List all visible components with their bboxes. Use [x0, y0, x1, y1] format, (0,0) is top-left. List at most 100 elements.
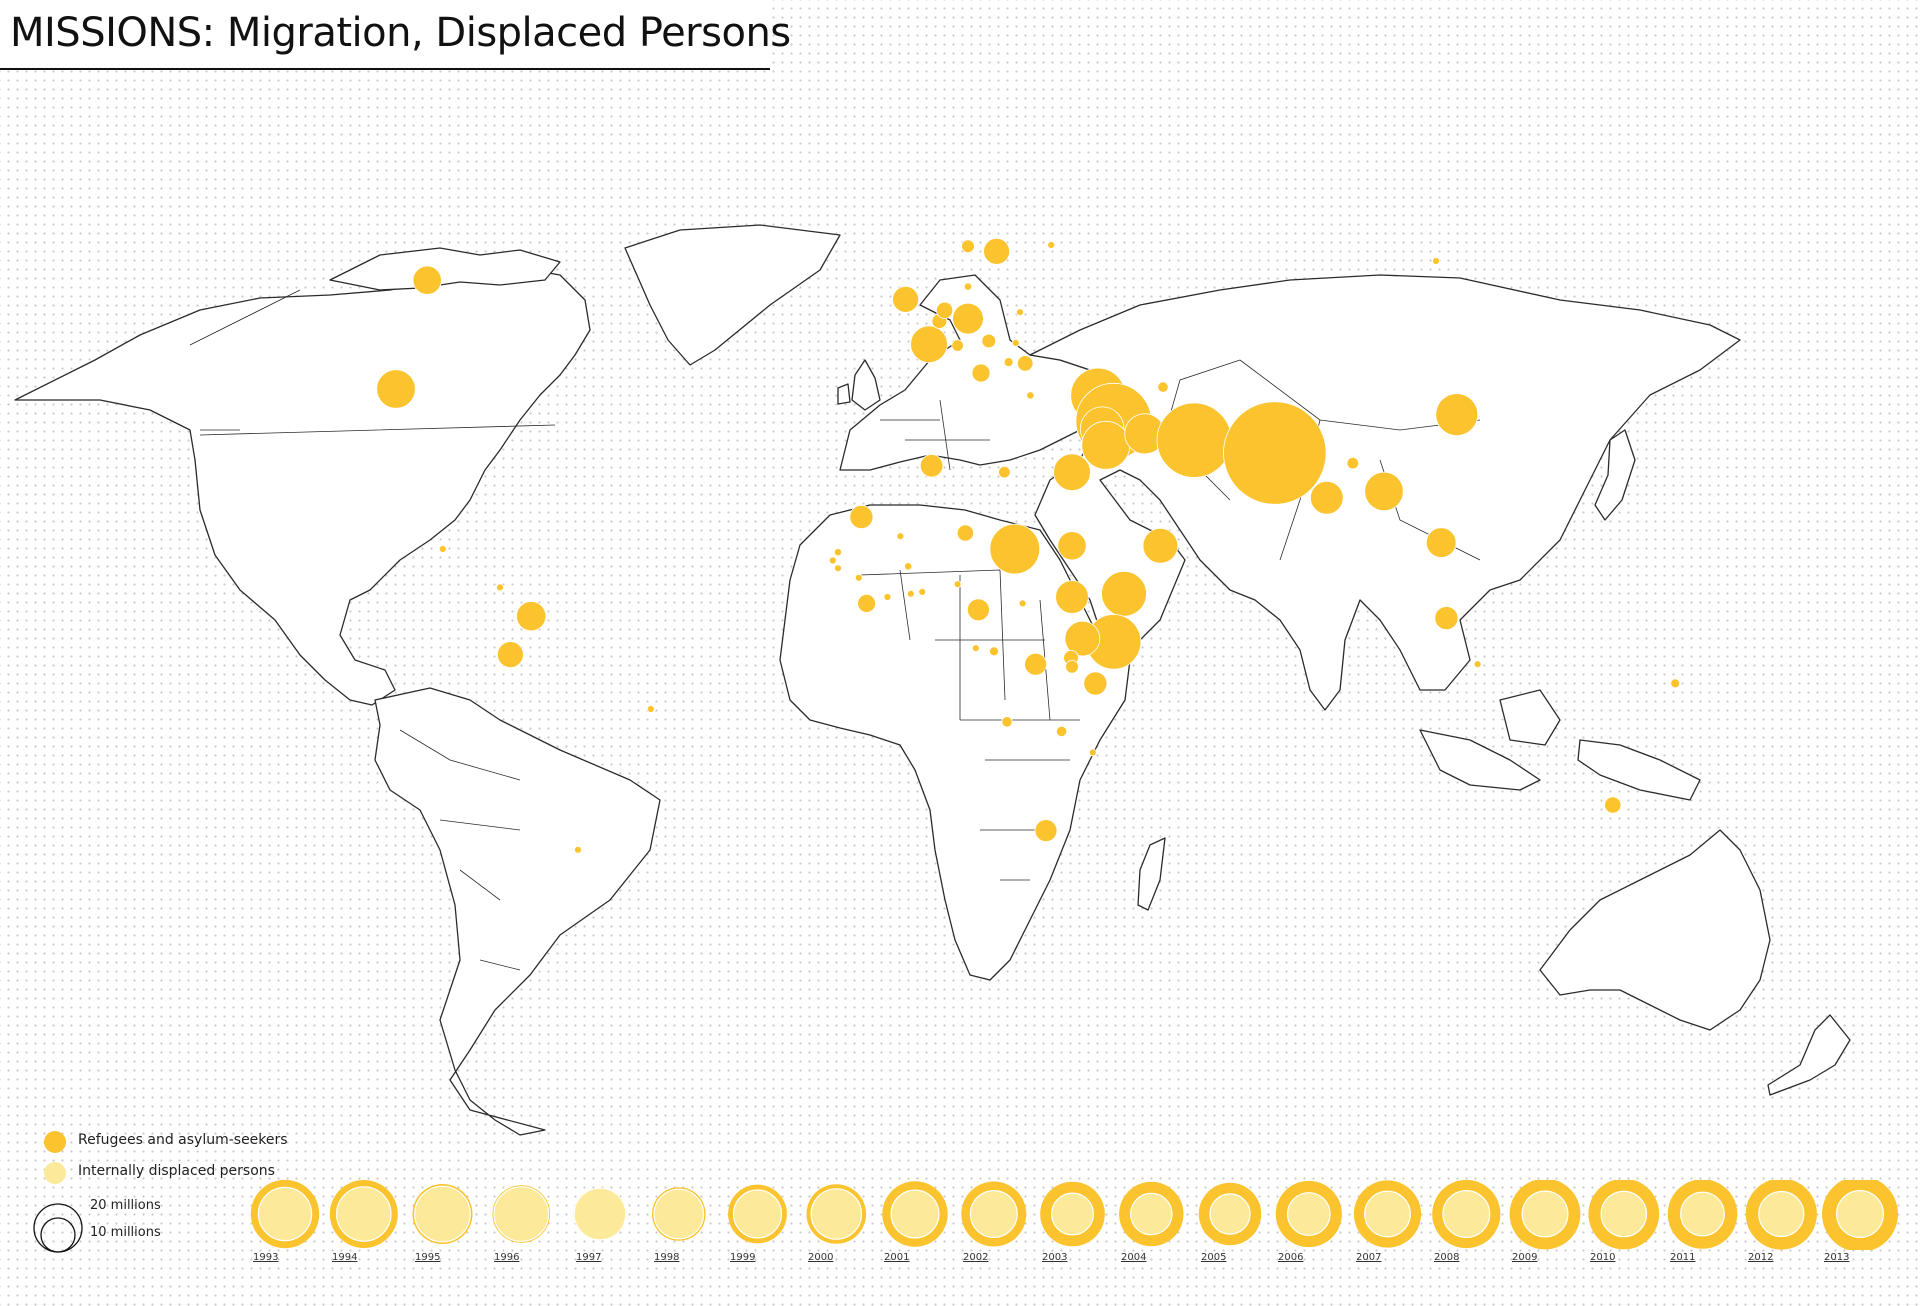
- bubble-south-sudan: [1055, 580, 1089, 614]
- timeline-year-2011: 2011: [1670, 1252, 1696, 1263]
- bubble-colombia: [516, 601, 547, 632]
- timeline-idp-2001: [890, 1189, 940, 1239]
- title-bar: MISSIONS: Migration, Displaced Persons: [0, 0, 791, 70]
- bubble-malawi: [1088, 748, 1097, 757]
- timeline-year-2009: 2009: [1512, 1252, 1538, 1263]
- bubble-burkina-faso: [904, 562, 913, 571]
- timeline-year-2012: 2012: [1748, 1252, 1774, 1263]
- bubble-togo: [918, 588, 927, 596]
- scale-label-small: 10 millions: [90, 1225, 161, 1240]
- bubble-hungary: [1011, 338, 1020, 347]
- bubble-niger: [956, 524, 975, 542]
- bubble-chad: [989, 523, 1041, 575]
- north-america-landmass: [14, 267, 591, 706]
- arctic-islands: [329, 247, 561, 291]
- greenland: [624, 224, 841, 366]
- bubble-gambia: [828, 556, 837, 565]
- australia-landmass: [1539, 829, 1771, 1031]
- bubble-china: [1435, 393, 1479, 437]
- bubble-ivory-coast: [883, 593, 892, 601]
- timeline-idp-2008: [1442, 1190, 1491, 1238]
- uk-ireland: [837, 359, 881, 411]
- yearly-timeline: [250, 1180, 1898, 1250]
- bubble-congo: [989, 646, 999, 657]
- bubble-papua-new-guinea: [1670, 678, 1681, 689]
- bubble-russia: [1432, 257, 1440, 265]
- timeline-idp-2004: [1130, 1192, 1173, 1236]
- timeline-year-2006: 2006: [1278, 1252, 1304, 1263]
- timeline-year-2002: 2002: [963, 1252, 989, 1263]
- bubble-sweden: [983, 237, 1010, 265]
- timeline-idp-2000: [810, 1188, 863, 1240]
- bubble-mali: [896, 532, 905, 541]
- timeline-idp-2007: [1364, 1190, 1411, 1238]
- timeline-year-2008: 2008: [1434, 1252, 1460, 1263]
- new-zealand: [1767, 1014, 1851, 1096]
- bubble-burundi: [1065, 659, 1079, 674]
- bubble-finland: [1047, 241, 1056, 249]
- timeline-year-2003: 2003: [1042, 1252, 1068, 1263]
- bubble-serbia: [1016, 355, 1034, 372]
- japan: [1594, 429, 1636, 521]
- africa-landmass: [779, 504, 1131, 981]
- bubble-united-kingdom: [892, 285, 919, 313]
- bubble-thailand: [1425, 527, 1457, 558]
- bubble-guinea: [854, 573, 863, 582]
- country-borders: [189, 289, 1481, 971]
- timeline-year-2007: 2007: [1356, 1252, 1382, 1263]
- page-title: MISSIONS: Migration, Displaced Persons: [10, 10, 791, 56]
- bubble-indonesia: [1473, 660, 1482, 669]
- bubble-pakistan: [1223, 401, 1327, 505]
- bubble-cameroon: [967, 598, 990, 622]
- bubble-united-states: [376, 369, 416, 409]
- bubble-india: [1310, 480, 1344, 515]
- timeline-idp-1999: [732, 1189, 783, 1239]
- bubble-angola: [1001, 716, 1013, 728]
- bubble-denmark: [963, 282, 973, 291]
- timeline-year-1999: 1999: [730, 1252, 756, 1263]
- timeline-idp-1997: [573, 1187, 627, 1241]
- south-america-landmass: [374, 687, 661, 1136]
- timeline-year-1993: 1993: [253, 1252, 279, 1263]
- timeline-idp-2009: [1521, 1190, 1569, 1238]
- bubble-germany: [952, 302, 984, 335]
- bubble-gabon: [971, 644, 980, 653]
- bubble-ethiopia: [1101, 570, 1147, 617]
- timeline-idp-2010: [1600, 1190, 1648, 1238]
- bubble-france: [910, 325, 948, 364]
- timeline-year-1995: 1995: [415, 1252, 441, 1263]
- timeline-idp-2011: [1680, 1191, 1725, 1237]
- southeast-asia-islands: [1419, 689, 1701, 801]
- bubble-ghana: [906, 589, 915, 598]
- idp-label: Internally displaced persons: [78, 1163, 275, 1179]
- timeline-year-1994: 1994: [332, 1252, 358, 1263]
- idp-swatch: [44, 1162, 66, 1184]
- timeline-year-1998: 1998: [654, 1252, 680, 1263]
- bubble-switzerland: [951, 339, 964, 352]
- bubble-sudan: [1057, 531, 1087, 561]
- bubble-guinea-bissau: [834, 564, 842, 573]
- bubble-iran: [1156, 402, 1232, 478]
- bubble-guatemala: [438, 545, 447, 553]
- bubble-australia: [1604, 796, 1622, 814]
- timeline-year-2001: 2001: [884, 1252, 910, 1263]
- refugees-swatch: [44, 1131, 66, 1153]
- bubble-azerbaijan: [1157, 381, 1169, 393]
- timeline-idp-2012: [1758, 1190, 1805, 1238]
- scale-circle-small: [40, 1217, 76, 1253]
- legend-idp: Internally displaced persons: [44, 1159, 284, 1187]
- timeline-year-2004: 2004: [1121, 1252, 1147, 1263]
- refugees-label: Refugees and asylum-seekers: [78, 1132, 288, 1148]
- timeline-idp-2002: [969, 1190, 1018, 1238]
- bubble-bosnia: [1003, 357, 1014, 368]
- bubble-uganda: [1064, 620, 1101, 657]
- bubble-canada: [412, 265, 442, 295]
- bubble-malaysia: [1434, 606, 1459, 631]
- bubble-liberia: [857, 594, 876, 613]
- bubble-tanzania: [1083, 671, 1108, 696]
- bubble-nigeria: [953, 580, 962, 589]
- legend-refugees: Refugees and asylum-seekers: [44, 1128, 288, 1156]
- timeline-idp-1993: [257, 1186, 313, 1242]
- timeline-idp-2013: [1835, 1190, 1884, 1238]
